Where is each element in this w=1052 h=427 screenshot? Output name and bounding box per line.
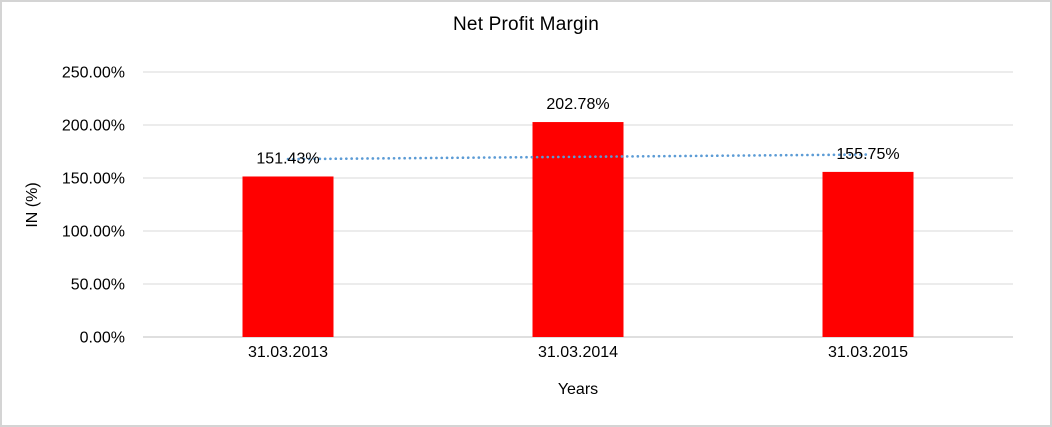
x-tick-label: 31.03.2014 <box>538 344 618 361</box>
chart-title: Net Profit Margin <box>453 14 599 35</box>
bar <box>532 122 624 338</box>
y-tick-label: 100.00% <box>62 224 125 241</box>
data-label: 155.75% <box>836 146 899 163</box>
y-tick-label: 200.00% <box>62 118 125 135</box>
x-axis-title: Years <box>557 381 599 398</box>
data-label: 151.43% <box>256 150 319 167</box>
x-tick-label: 31.03.2015 <box>828 344 908 361</box>
data-label: 202.78% <box>546 96 609 113</box>
y-tick-label: 0.00% <box>80 330 125 347</box>
y-tick-label: 250.00% <box>62 65 125 82</box>
bar <box>822 171 914 337</box>
y-tick-label: 150.00% <box>62 171 125 188</box>
y-tick-label: 50.00% <box>71 277 125 294</box>
x-tick-label: 31.03.2013 <box>248 344 328 361</box>
trendline <box>286 153 870 161</box>
bar <box>242 176 334 337</box>
